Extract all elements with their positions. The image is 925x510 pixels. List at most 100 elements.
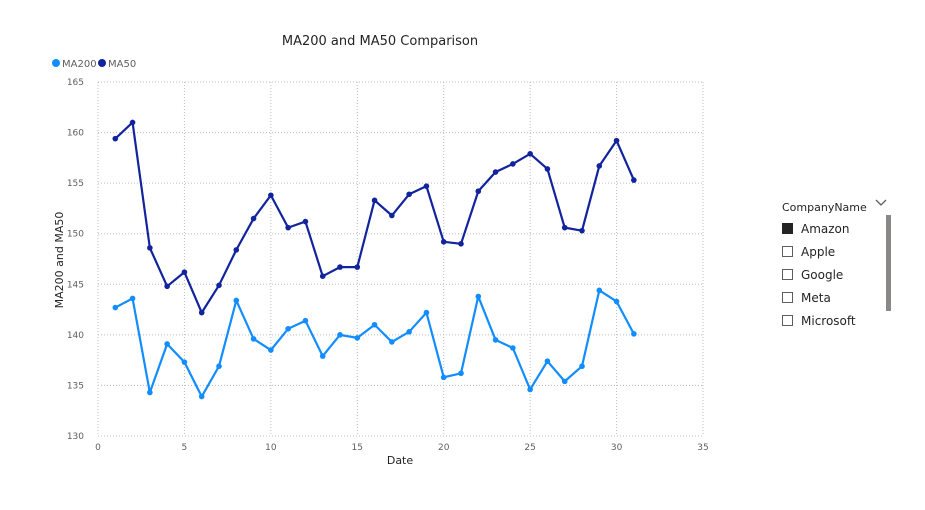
slicer-item-label: Google: [801, 267, 844, 282]
data-point-ma50[interactable]: [129, 119, 136, 126]
legend-label[interactable]: MA50: [108, 59, 136, 70]
slicer-item-label: Microsoft: [801, 313, 856, 328]
data-point-ma50[interactable]: [181, 269, 188, 275]
slicer-item-label: Amazon: [801, 221, 850, 236]
checkbox[interactable]: [782, 292, 793, 303]
data-point-ma200[interactable]: [198, 393, 205, 400]
data-point-ma200[interactable]: [147, 389, 153, 396]
data-point-ma200[interactable]: [216, 363, 222, 370]
data-point-ma200[interactable]: [337, 332, 343, 338]
data-point-ma200[interactable]: [458, 370, 464, 377]
data-point-ma50[interactable]: [302, 218, 309, 225]
data-point-ma50[interactable]: [613, 137, 620, 144]
data-point-ma50[interactable]: [285, 224, 291, 231]
legend-marker: [98, 59, 106, 67]
y-axis-ticks: 130 135 140 145 150 155 160 165: [67, 78, 84, 442]
data-point-ma50[interactable]: [389, 212, 395, 219]
data-point-ma200[interactable]: [164, 341, 170, 347]
data-point-ma200[interactable]: [440, 374, 447, 381]
data-point-ma50[interactable]: [147, 245, 153, 251]
data-point-ma50[interactable]: [596, 163, 603, 169]
y-tick-label: 135: [67, 381, 84, 391]
data-point-ma200[interactable]: [613, 298, 620, 305]
y-tick-label: 150: [67, 230, 84, 240]
chevron-down-icon[interactable]: [874, 196, 888, 208]
chart-series: [112, 119, 637, 400]
data-point-ma200[interactable]: [319, 353, 326, 359]
data-point-ma50[interactable]: [337, 264, 343, 270]
data-point-ma200[interactable]: [475, 293, 482, 300]
data-point-ma50[interactable]: [268, 192, 274, 199]
x-tick-label: 30: [611, 443, 623, 453]
chart-gridlines: [97, 81, 704, 437]
data-point-ma200[interactable]: [561, 378, 568, 385]
data-point-ma50[interactable]: [406, 191, 412, 198]
checkbox[interactable]: [782, 223, 793, 234]
data-point-ma200[interactable]: [354, 335, 361, 341]
data-point-ma50[interactable]: [198, 309, 205, 316]
data-point-ma50[interactable]: [233, 247, 240, 253]
data-point-ma50[interactable]: [579, 227, 585, 234]
data-point-ma200[interactable]: [423, 309, 430, 316]
slicer-item-apple[interactable]: Apple: [782, 240, 884, 263]
data-point-ma200[interactable]: [527, 386, 533, 393]
data-point-ma50[interactable]: [561, 224, 568, 231]
y-tick-label: 160: [67, 129, 84, 139]
data-point-ma50[interactable]: [458, 241, 464, 247]
data-point-ma50[interactable]: [631, 177, 637, 183]
legend-label[interactable]: MA200: [62, 59, 97, 70]
series-ma50: [112, 119, 637, 316]
data-point-ma50[interactable]: [544, 166, 551, 172]
data-point-ma200[interactable]: [596, 287, 603, 294]
series-ma200: [112, 287, 637, 400]
data-point-ma50[interactable]: [319, 273, 326, 279]
data-point-ma50[interactable]: [250, 215, 257, 222]
data-point-ma200[interactable]: [371, 321, 378, 328]
company-name-slicer: CompanyName Amazon Apple Google Meta Microso…: [782, 196, 894, 328]
data-point-ma50[interactable]: [475, 188, 482, 195]
data-point-ma200[interactable]: [250, 336, 257, 342]
data-point-ma200[interactable]: [302, 317, 309, 324]
data-point-ma200[interactable]: [112, 304, 119, 311]
x-axis-label: Date: [387, 454, 414, 467]
y-tick-label: 165: [67, 78, 84, 88]
data-point-ma50[interactable]: [492, 169, 499, 175]
data-point-ma50[interactable]: [216, 282, 222, 289]
slicer-item-google[interactable]: Google: [782, 263, 884, 286]
data-point-ma50[interactable]: [164, 283, 170, 290]
x-tick-label: 10: [265, 443, 277, 453]
data-point-ma200[interactable]: [181, 359, 188, 365]
checkbox[interactable]: [782, 246, 793, 257]
data-point-ma200[interactable]: [492, 337, 499, 343]
data-point-ma50[interactable]: [371, 197, 378, 204]
data-point-ma200[interactable]: [544, 358, 551, 364]
data-point-ma200[interactable]: [406, 329, 412, 335]
slicer-item-amazon[interactable]: Amazon: [782, 217, 884, 240]
data-point-ma50[interactable]: [112, 135, 119, 142]
data-point-ma200[interactable]: [510, 345, 516, 351]
data-point-ma50[interactable]: [440, 239, 447, 245]
slicer-item-microsoft[interactable]: Microsoft: [782, 309, 884, 332]
slicer-scrollbar[interactable]: [886, 215, 891, 311]
data-point-ma200[interactable]: [389, 339, 395, 345]
data-point-ma200[interactable]: [285, 325, 291, 332]
data-point-ma200[interactable]: [631, 331, 637, 337]
chart-legend[interactable]: MA200 MA50: [52, 59, 136, 70]
data-point-ma200[interactable]: [233, 297, 240, 304]
y-axis-label: MA200 and MA50: [53, 212, 66, 309]
data-point-ma200[interactable]: [579, 363, 585, 370]
slicer-list: Amazon Apple Google Meta Microsoft: [782, 217, 884, 332]
checkbox[interactable]: [782, 269, 793, 280]
data-point-ma200[interactable]: [129, 295, 136, 302]
x-tick-label: 35: [697, 443, 708, 453]
y-tick-label: 140: [67, 331, 84, 341]
slicer-scrollbar-thumb[interactable]: [886, 215, 891, 311]
data-point-ma50[interactable]: [354, 264, 361, 270]
data-point-ma50[interactable]: [423, 183, 430, 189]
data-point-ma50[interactable]: [527, 151, 533, 157]
checkbox[interactable]: [782, 315, 793, 326]
slicer-item-meta[interactable]: Meta: [782, 286, 884, 309]
slicer-item-label: Apple: [801, 244, 836, 259]
data-point-ma50[interactable]: [510, 161, 516, 167]
data-point-ma200[interactable]: [268, 347, 274, 353]
